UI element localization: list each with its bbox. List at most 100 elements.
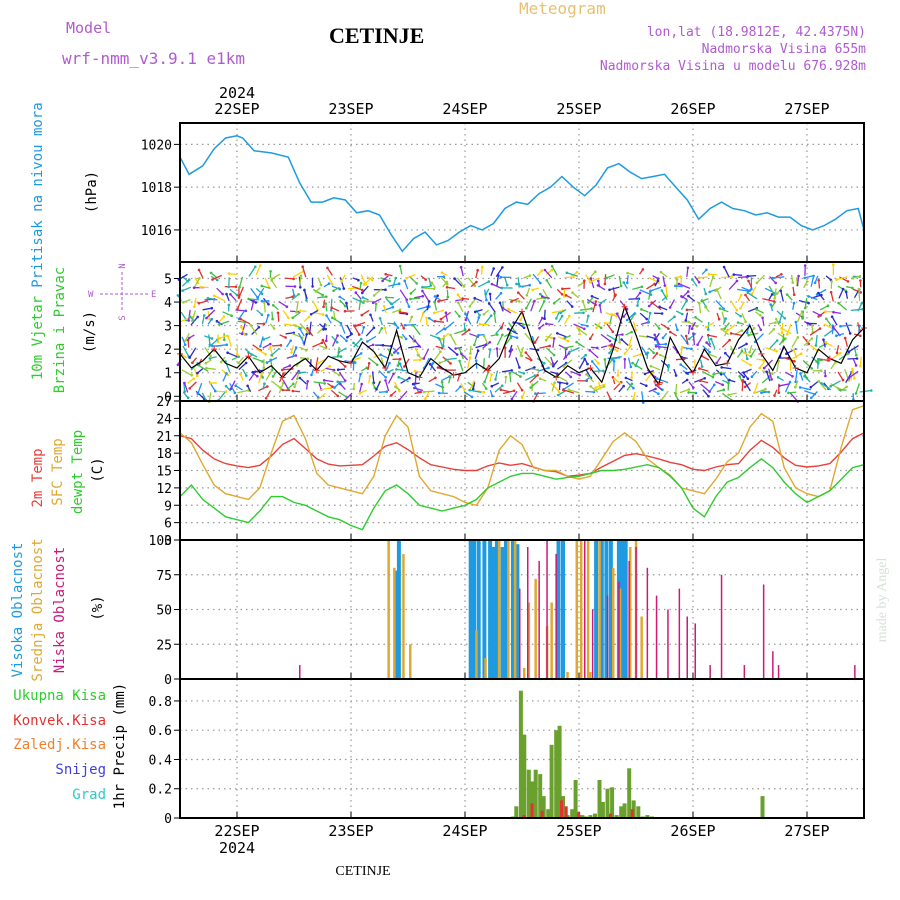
wind-arrow (441, 332, 450, 340)
wind-arrow (780, 290, 784, 302)
wind-arrow-head (632, 397, 635, 401)
wind-arrow-head (281, 388, 285, 392)
wind-arrow-head (279, 344, 283, 347)
wind-arrow-head (222, 315, 226, 318)
wind-arrow (414, 295, 423, 299)
wind-arrow-head (791, 375, 794, 378)
wind-arrow (222, 311, 232, 317)
wind-arrow (626, 383, 633, 391)
wind-arrow-head (384, 379, 387, 382)
wind-arrow-head (209, 381, 212, 385)
wind-arrow (573, 323, 585, 330)
wind-arrow-head (667, 327, 670, 330)
wind-arrow (469, 333, 478, 338)
wind-arrow-head (440, 380, 444, 384)
wind-arrow (306, 327, 314, 337)
wind-arrow-head (844, 290, 848, 294)
wind-arrow (586, 298, 596, 306)
wind-arrow-head (227, 303, 231, 307)
wind-arrow-head (245, 332, 248, 336)
wind-arrow (626, 312, 636, 321)
wind-arrow (312, 300, 319, 311)
wind-arrow-head (263, 301, 266, 304)
lonlat-label: lon,lat (18.9812E, 42.4375N) (647, 25, 866, 40)
wind-arrow (570, 370, 580, 376)
precip-conv-bar (609, 813, 613, 818)
wind-arrow (737, 276, 747, 279)
wind-arrow (838, 352, 849, 361)
precip-total-bar (554, 730, 559, 818)
wind-arrow (500, 389, 511, 393)
bottom-date-axis: 22SEP 23SEP 24SEP 25SEP 26SEP 27SEP (214, 822, 829, 840)
wind-arrow (778, 310, 784, 323)
wind-arrow (539, 345, 550, 349)
wind-arrow-head (385, 296, 388, 299)
wind-arrow-head (571, 291, 574, 294)
wind-arrow-head (830, 315, 834, 319)
wind-arrow (679, 388, 690, 394)
wind-arrow-head (810, 396, 813, 400)
wind-arrow-head (560, 314, 564, 318)
wind-arrow-head (244, 361, 248, 365)
wind-arrow-head (510, 369, 513, 372)
wind-arrow (525, 352, 532, 360)
wind-arrow (229, 293, 237, 302)
wind-arrow-head (424, 278, 428, 281)
wind-arrow-head (331, 316, 334, 320)
wind-arrow-head (397, 375, 401, 379)
precip-total-bar (622, 803, 627, 818)
wind-arrow (200, 286, 209, 289)
wind-arrow (551, 265, 558, 276)
wind-arrow-head (723, 327, 726, 331)
wind-arrow-head (259, 345, 262, 348)
wind-arrow-head (755, 281, 759, 285)
wind-arrow-head (722, 388, 726, 392)
wind-arrow (202, 307, 212, 311)
wind-arrow-head (500, 286, 504, 290)
wind-arrow-head (746, 357, 749, 361)
wind-arrow-head (310, 373, 313, 377)
temp-sfc-line (179, 404, 865, 507)
wind-arrow-head (747, 333, 750, 337)
wind-arrow-head (323, 382, 326, 385)
wind-arrow (198, 300, 209, 304)
precip-total-bar (522, 734, 527, 818)
wind-arrow (255, 348, 266, 355)
wind-arrow-head (413, 369, 417, 373)
wind-arrow (227, 336, 232, 347)
wind-arrow-head (770, 378, 773, 381)
wind-arrow-head (659, 270, 663, 274)
wind-arrow (686, 267, 689, 277)
wind-arrow-head (761, 358, 765, 362)
wind-arrow (391, 297, 401, 305)
wind-arrow-head (735, 308, 739, 312)
wind-arrow (591, 360, 601, 371)
wind-arrow (517, 292, 525, 300)
wind-arrow (511, 390, 518, 400)
wind-arrow (465, 310, 470, 321)
wind-arrow (733, 273, 743, 276)
wind-arrow-head (533, 374, 537, 377)
temp-2m-line (179, 432, 865, 478)
cloud-mid-bar (393, 567, 396, 679)
wind-arrow (772, 276, 785, 279)
wind-arrow-head (857, 287, 861, 291)
wind-arrow (850, 369, 854, 381)
wind-arrow (544, 269, 553, 279)
wind-arrow-head (685, 299, 688, 302)
cloud-high-bar (468, 540, 473, 679)
wind-arrow-head (743, 380, 746, 384)
wind-arrow-head (335, 340, 339, 344)
wind-arrow-head (445, 283, 449, 286)
y-tick-label: 50 (156, 604, 172, 619)
wind-arrow-head (810, 337, 814, 340)
wind-arrow-head (653, 380, 657, 383)
wind-arrow-head (724, 351, 727, 355)
legend-snow: Snijeg (55, 762, 106, 778)
wind-arrow-head (675, 278, 679, 281)
wind-arrow (606, 334, 617, 341)
wind-arrow-head (384, 376, 388, 379)
wind-arrow-head (799, 372, 802, 375)
